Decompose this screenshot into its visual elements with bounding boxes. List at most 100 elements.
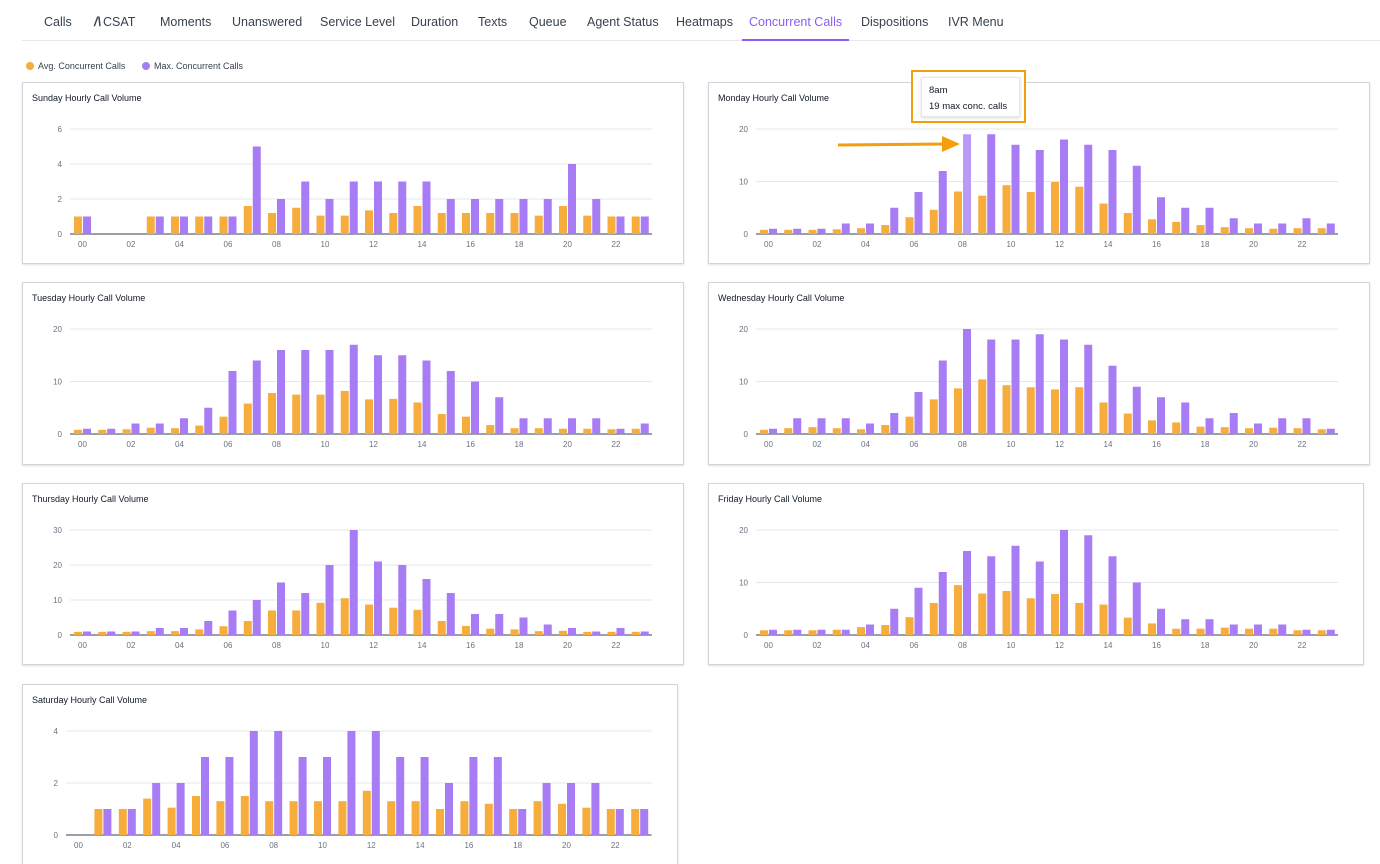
tab-texts[interactable]: Texts <box>478 15 508 29</box>
bar-avg[interactable] <box>1051 594 1059 635</box>
bar-avg[interactable] <box>98 631 107 635</box>
bar-max[interactable] <box>204 621 213 635</box>
bar-max[interactable] <box>914 192 923 234</box>
bar-max[interactable] <box>374 561 382 636</box>
bar-avg[interactable] <box>316 394 325 434</box>
bar-avg[interactable] <box>857 627 865 635</box>
bar-avg[interactable] <box>411 801 420 835</box>
bar-max[interactable] <box>567 783 575 835</box>
bar-avg[interactable] <box>760 429 768 434</box>
bar-avg[interactable] <box>510 213 519 234</box>
bar-avg[interactable] <box>1051 182 1059 234</box>
bar-avg[interactable] <box>340 215 349 234</box>
bar-max[interactable] <box>1229 413 1238 434</box>
bar-avg[interactable] <box>1099 604 1108 635</box>
bar-max[interactable] <box>252 360 261 435</box>
bar-max[interactable] <box>422 181 431 235</box>
bar-max[interactable] <box>249 731 258 835</box>
bar-avg[interactable] <box>1002 590 1011 635</box>
bar-max[interactable] <box>817 418 826 434</box>
bar-avg[interactable] <box>583 428 592 434</box>
bar-max[interactable] <box>890 413 899 434</box>
bar-avg[interactable] <box>118 809 127 835</box>
bar-avg[interactable] <box>881 225 890 234</box>
bar-avg[interactable] <box>74 216 82 235</box>
bar-max[interactable] <box>987 339 996 435</box>
bar-avg[interactable] <box>1099 402 1108 435</box>
bar-max[interactable] <box>1181 619 1190 635</box>
bar-max[interactable] <box>1132 386 1141 434</box>
tab-concurrent-calls[interactable]: Concurrent Calls <box>742 0 850 41</box>
bar-max[interactable] <box>987 556 996 635</box>
bar-max[interactable] <box>325 350 334 434</box>
bar-avg[interactable] <box>340 390 349 434</box>
bar-avg[interactable] <box>929 602 938 635</box>
bar-avg[interactable] <box>340 598 349 635</box>
legend-item-max[interactable]: Max. Concurrent Calls <box>142 59 243 73</box>
bar-avg[interactable] <box>292 610 301 636</box>
bar-avg[interactable] <box>413 402 422 435</box>
bar-max[interactable] <box>252 600 261 635</box>
bar-avg[interactable] <box>881 425 890 434</box>
bar-max[interactable] <box>640 809 649 835</box>
bar-avg[interactable] <box>1317 228 1326 234</box>
bar-avg[interactable] <box>268 213 276 234</box>
bar-max[interactable] <box>640 631 649 636</box>
bar-max[interactable] <box>495 397 504 434</box>
bar-avg[interactable] <box>243 403 252 434</box>
bar-avg[interactable] <box>881 625 890 635</box>
bar-max[interactable] <box>420 757 429 835</box>
tab-heatmaps[interactable]: Heatmaps <box>676 15 733 29</box>
bar-max[interactable] <box>131 423 140 435</box>
bar-avg[interactable] <box>1220 227 1229 234</box>
bar-avg[interactable] <box>362 790 371 835</box>
bar-max[interactable] <box>152 783 161 835</box>
legend-item-avg[interactable]: Avg. Concurrent Calls <box>26 59 125 73</box>
bar-avg[interactable] <box>462 213 470 234</box>
bar-max[interactable] <box>422 579 431 635</box>
bar-max[interactable] <box>349 181 358 235</box>
bar-max[interactable] <box>1326 223 1335 235</box>
bar-avg[interactable] <box>146 216 155 235</box>
bar-max[interactable] <box>543 624 552 636</box>
bar-max[interactable] <box>1035 334 1044 434</box>
bar-max[interactable] <box>180 216 188 235</box>
bar-max[interactable] <box>1326 629 1335 635</box>
bar-max[interactable] <box>1011 339 1020 435</box>
bar-avg[interactable] <box>292 394 301 434</box>
bar-max[interactable] <box>301 350 310 434</box>
bar-max[interactable] <box>1181 402 1190 435</box>
bar-avg[interactable] <box>365 604 373 635</box>
bar-max[interactable] <box>1229 218 1238 234</box>
bar-avg[interactable] <box>558 803 566 835</box>
bar-max[interactable] <box>1326 428 1335 434</box>
bar-max[interactable] <box>469 757 478 835</box>
bar-avg[interactable] <box>389 213 398 234</box>
bar-avg[interactable] <box>1172 221 1181 234</box>
bar-max[interactable] <box>1132 165 1141 234</box>
bar-max[interactable] <box>277 350 285 434</box>
bar-avg[interactable] <box>1245 228 1253 234</box>
bar-max[interactable] <box>228 610 237 636</box>
bar-avg[interactable] <box>1196 426 1205 434</box>
bar-avg[interactable] <box>486 628 495 635</box>
bar-max[interactable] <box>817 228 826 234</box>
bar-avg[interactable] <box>413 206 422 234</box>
bar-max[interactable] <box>793 228 802 234</box>
bar-max[interactable] <box>495 614 504 635</box>
bar-max[interactable] <box>131 631 140 636</box>
bar-max[interactable] <box>396 757 405 835</box>
bar-max[interactable] <box>301 181 310 235</box>
bar-avg[interactable] <box>94 809 103 835</box>
bar-avg[interactable] <box>122 429 131 434</box>
bar-avg[interactable] <box>146 631 155 635</box>
bar-max[interactable] <box>1278 418 1287 434</box>
bar-max[interactable] <box>228 371 237 434</box>
bar-max[interactable] <box>914 392 923 434</box>
bar-avg[interactable] <box>365 210 373 234</box>
bar-avg[interactable] <box>784 630 793 635</box>
bar-max[interactable] <box>866 624 874 636</box>
bar-max[interactable] <box>866 423 874 435</box>
bar-max[interactable] <box>866 223 874 235</box>
bar-avg[interactable] <box>1002 185 1011 234</box>
